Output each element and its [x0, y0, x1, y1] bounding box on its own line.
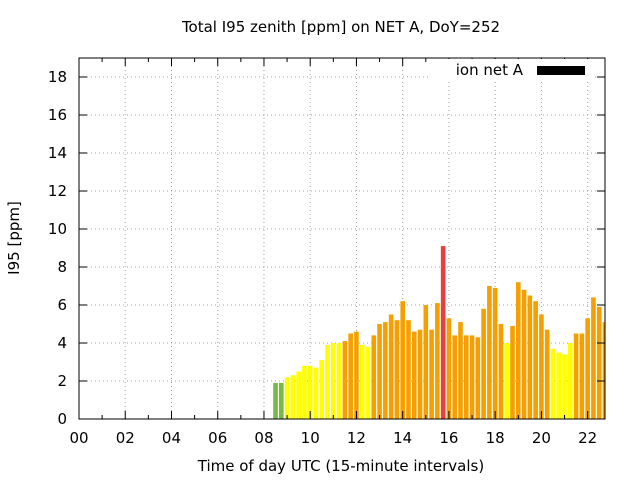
bar [429, 329, 434, 419]
bar [568, 343, 573, 419]
bar [342, 341, 348, 419]
bar [481, 308, 486, 419]
y-tick-label: 16 [48, 106, 67, 124]
x-tick-label: 02 [116, 429, 135, 447]
bar [406, 320, 411, 419]
bar [475, 337, 481, 419]
y-tick-label: 2 [57, 372, 67, 390]
bar [452, 335, 458, 419]
x-tick-label: 20 [532, 429, 551, 447]
bar [313, 367, 319, 419]
y-tick-label: 10 [48, 220, 67, 238]
legend-swatch [537, 66, 585, 75]
bar [504, 343, 510, 419]
y-tick-label: 0 [57, 410, 67, 428]
bar [383, 322, 388, 419]
bar [527, 295, 533, 419]
bar [521, 289, 527, 419]
bar [550, 348, 556, 419]
bar [440, 246, 446, 419]
bar [388, 314, 394, 419]
bar [348, 333, 353, 419]
bar [579, 333, 585, 419]
x-tick-label: 06 [208, 429, 227, 447]
bar [423, 305, 429, 419]
bar [487, 286, 492, 419]
bar [492, 287, 498, 419]
x-tick-label: 18 [486, 429, 505, 447]
legend-label: ion net A [456, 61, 524, 79]
bar [273, 382, 278, 419]
bar [515, 282, 521, 419]
bar [417, 329, 423, 419]
bar [290, 375, 296, 419]
bar [469, 335, 475, 419]
x-tick-label: 00 [69, 429, 88, 447]
x-tick-label: 16 [439, 429, 458, 447]
bar [573, 333, 579, 419]
chart-title: Total I95 zenith [ppm] on NET A, DoY=252 [181, 18, 500, 36]
bar [591, 297, 596, 419]
x-tick-label: 22 [578, 429, 597, 447]
y-tick-label: 14 [48, 144, 67, 162]
bar [539, 314, 544, 419]
x-tick-label: 12 [347, 429, 366, 447]
x-tick-label: 08 [254, 429, 273, 447]
legend: ion net A [428, 59, 594, 81]
bar [544, 329, 550, 419]
bar [596, 306, 602, 419]
bar [278, 382, 284, 419]
bar [463, 335, 469, 419]
bar [400, 301, 406, 419]
x-tick-label: 04 [162, 429, 181, 447]
y-tick-label: 18 [48, 68, 67, 86]
x-axis-label: Time of day UTC (15-minute intervals) [197, 457, 484, 475]
bar [319, 360, 325, 419]
bar [359, 344, 365, 419]
bar [336, 343, 342, 419]
plot-frame [78, 57, 606, 420]
bar [556, 352, 562, 419]
bar [371, 335, 377, 419]
bar [510, 325, 515, 419]
bar [446, 318, 452, 419]
bar [331, 343, 336, 419]
y-tick-label: 8 [57, 258, 67, 276]
y-axis-label: I95 [ppm] [5, 201, 23, 275]
bar [435, 303, 440, 419]
bar [284, 377, 290, 419]
legend-background [428, 59, 594, 81]
bar [394, 320, 400, 419]
bars [273, 246, 605, 419]
bar [354, 331, 359, 419]
y-tick-label: 4 [57, 334, 67, 352]
bar [302, 365, 307, 419]
bar [585, 318, 590, 419]
y-tick-label: 12 [48, 182, 67, 200]
bar [533, 301, 538, 419]
bar [458, 322, 463, 419]
bar [562, 354, 567, 419]
bar [377, 324, 382, 419]
bar [602, 322, 605, 419]
x-tick-label: 14 [393, 429, 412, 447]
bar [296, 371, 301, 419]
bar [307, 365, 313, 419]
bar [365, 346, 371, 419]
bar [411, 331, 417, 419]
bar [325, 344, 330, 419]
bar [498, 324, 504, 419]
y-tick-label: 6 [57, 296, 67, 314]
x-tick-label: 10 [301, 429, 320, 447]
